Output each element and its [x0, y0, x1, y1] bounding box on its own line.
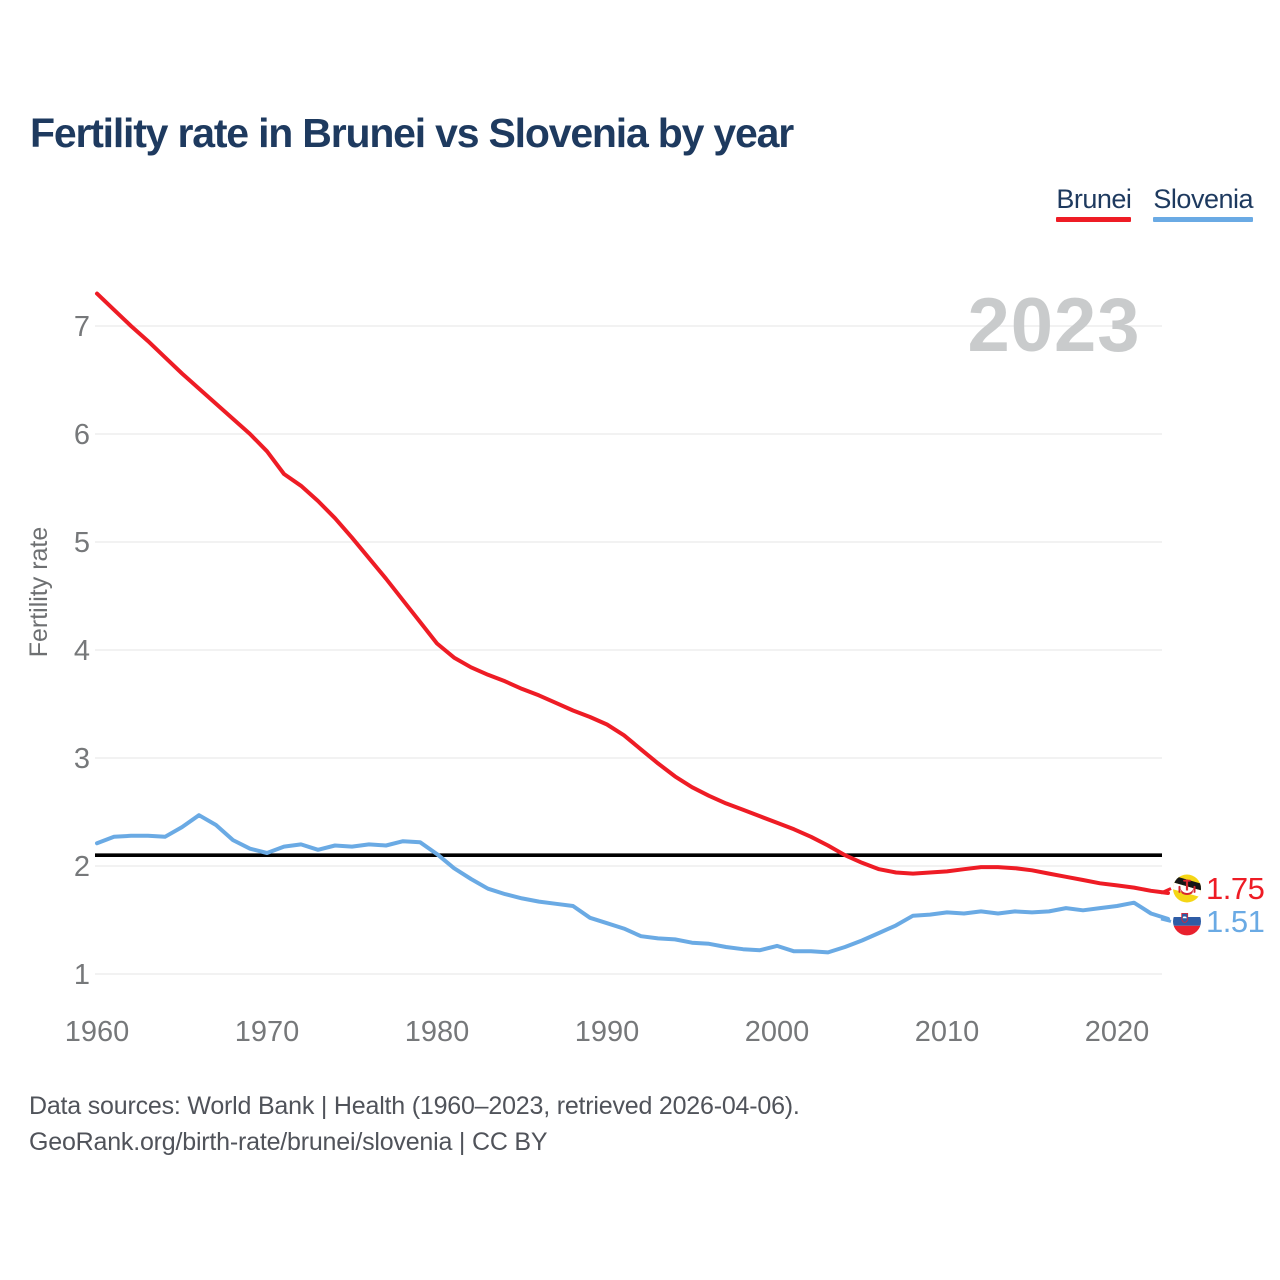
legend-item-brunei[interactable]: Brunei	[1056, 184, 1132, 222]
slovenia-flag-icon	[1173, 907, 1201, 936]
watermark-year: 2023	[967, 283, 1140, 368]
y-axis-title: Fertility rate	[25, 527, 53, 658]
series-line-brunei	[95, 291, 1170, 895]
x-tick-label-1970: 1970	[235, 1016, 300, 1048]
footer: Data sources: World Bank | Health (1960–…	[29, 1088, 800, 1160]
x-tick-label-2000: 2000	[745, 1016, 810, 1048]
footer-attribution: GeoRank.org/birth-rate/brunei/slovenia |…	[29, 1128, 548, 1156]
x-tick-label-1990: 1990	[575, 1016, 640, 1048]
x-tick-label-2010: 2010	[915, 1016, 980, 1048]
legend-underline-slovenia	[1153, 217, 1253, 222]
x-tick-label-1980: 1980	[405, 1016, 470, 1048]
series-line-slovenia	[95, 813, 1170, 955]
end-tick-slovenia	[1160, 917, 1172, 923]
x-tick-label-1960: 1960	[65, 1016, 130, 1048]
brunei-crest	[1178, 879, 1196, 896]
legend-label-slovenia: Slovenia	[1153, 184, 1253, 214]
y-tick-label-2: 2	[74, 851, 90, 883]
x-tick-label-2020: 2020	[1085, 1016, 1150, 1048]
y-tick-label-5: 5	[74, 527, 90, 559]
page-title: Fertility rate in Brunei vs Slovenia by …	[30, 110, 794, 156]
footer-data-sources: Data sources: World Bank | Health (1960–…	[29, 1092, 800, 1120]
slovenia-coat-of-arms	[1181, 913, 1189, 923]
end-value-label-slovenia: 1.51	[1206, 904, 1264, 939]
end-flags-layer	[1173, 874, 1201, 936]
y-tick-label-7: 7	[74, 311, 90, 343]
brunei-flag-icon	[1173, 874, 1201, 903]
end-value-label-brunei: 1.75	[1206, 871, 1264, 906]
y-tick-label-1: 1	[74, 959, 90, 991]
legend: Brunei Slovenia	[1056, 186, 1253, 222]
y-tick-label-6: 6	[74, 419, 90, 451]
legend-underline-brunei	[1056, 217, 1132, 222]
y-tick-label-4: 4	[74, 635, 90, 667]
y-tick-label-3: 3	[74, 743, 90, 775]
end-tick-brunei	[1160, 887, 1172, 895]
legend-label-brunei: Brunei	[1056, 184, 1132, 214]
legend-item-slovenia[interactable]: Slovenia	[1153, 186, 1253, 222]
